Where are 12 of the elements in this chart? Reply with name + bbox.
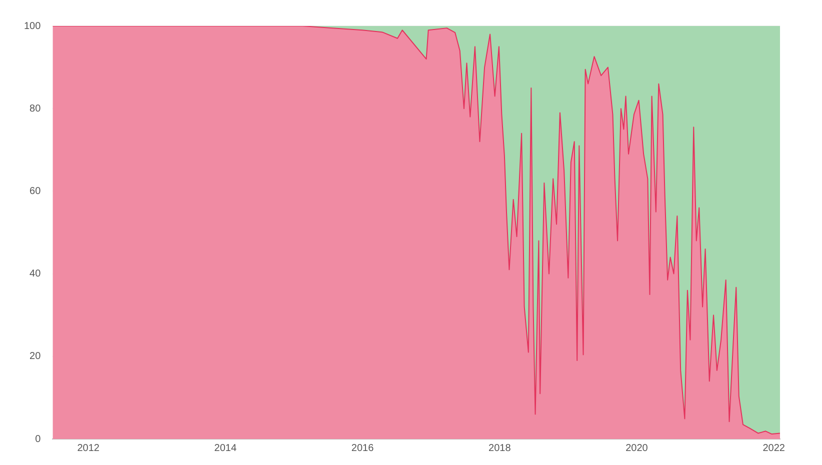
x-tick-label: 2018 [488, 442, 512, 454]
x-tick-label: 2020 [626, 442, 648, 454]
y-tick-label: 100 [24, 20, 42, 32]
y-tick-label: 20 [30, 351, 42, 362]
x-tick-label: 2012 [77, 442, 100, 454]
x-tick-label: 2016 [351, 442, 374, 454]
x-tick-label: 2022 [762, 442, 786, 454]
y-tick-label: 60 [30, 186, 42, 197]
y-tick-label: 0 [35, 434, 42, 445]
y-tick-label: 80 [30, 103, 42, 114]
x-tick-label: 2014 [214, 442, 237, 454]
y-tick-label: 40 [30, 268, 42, 280]
